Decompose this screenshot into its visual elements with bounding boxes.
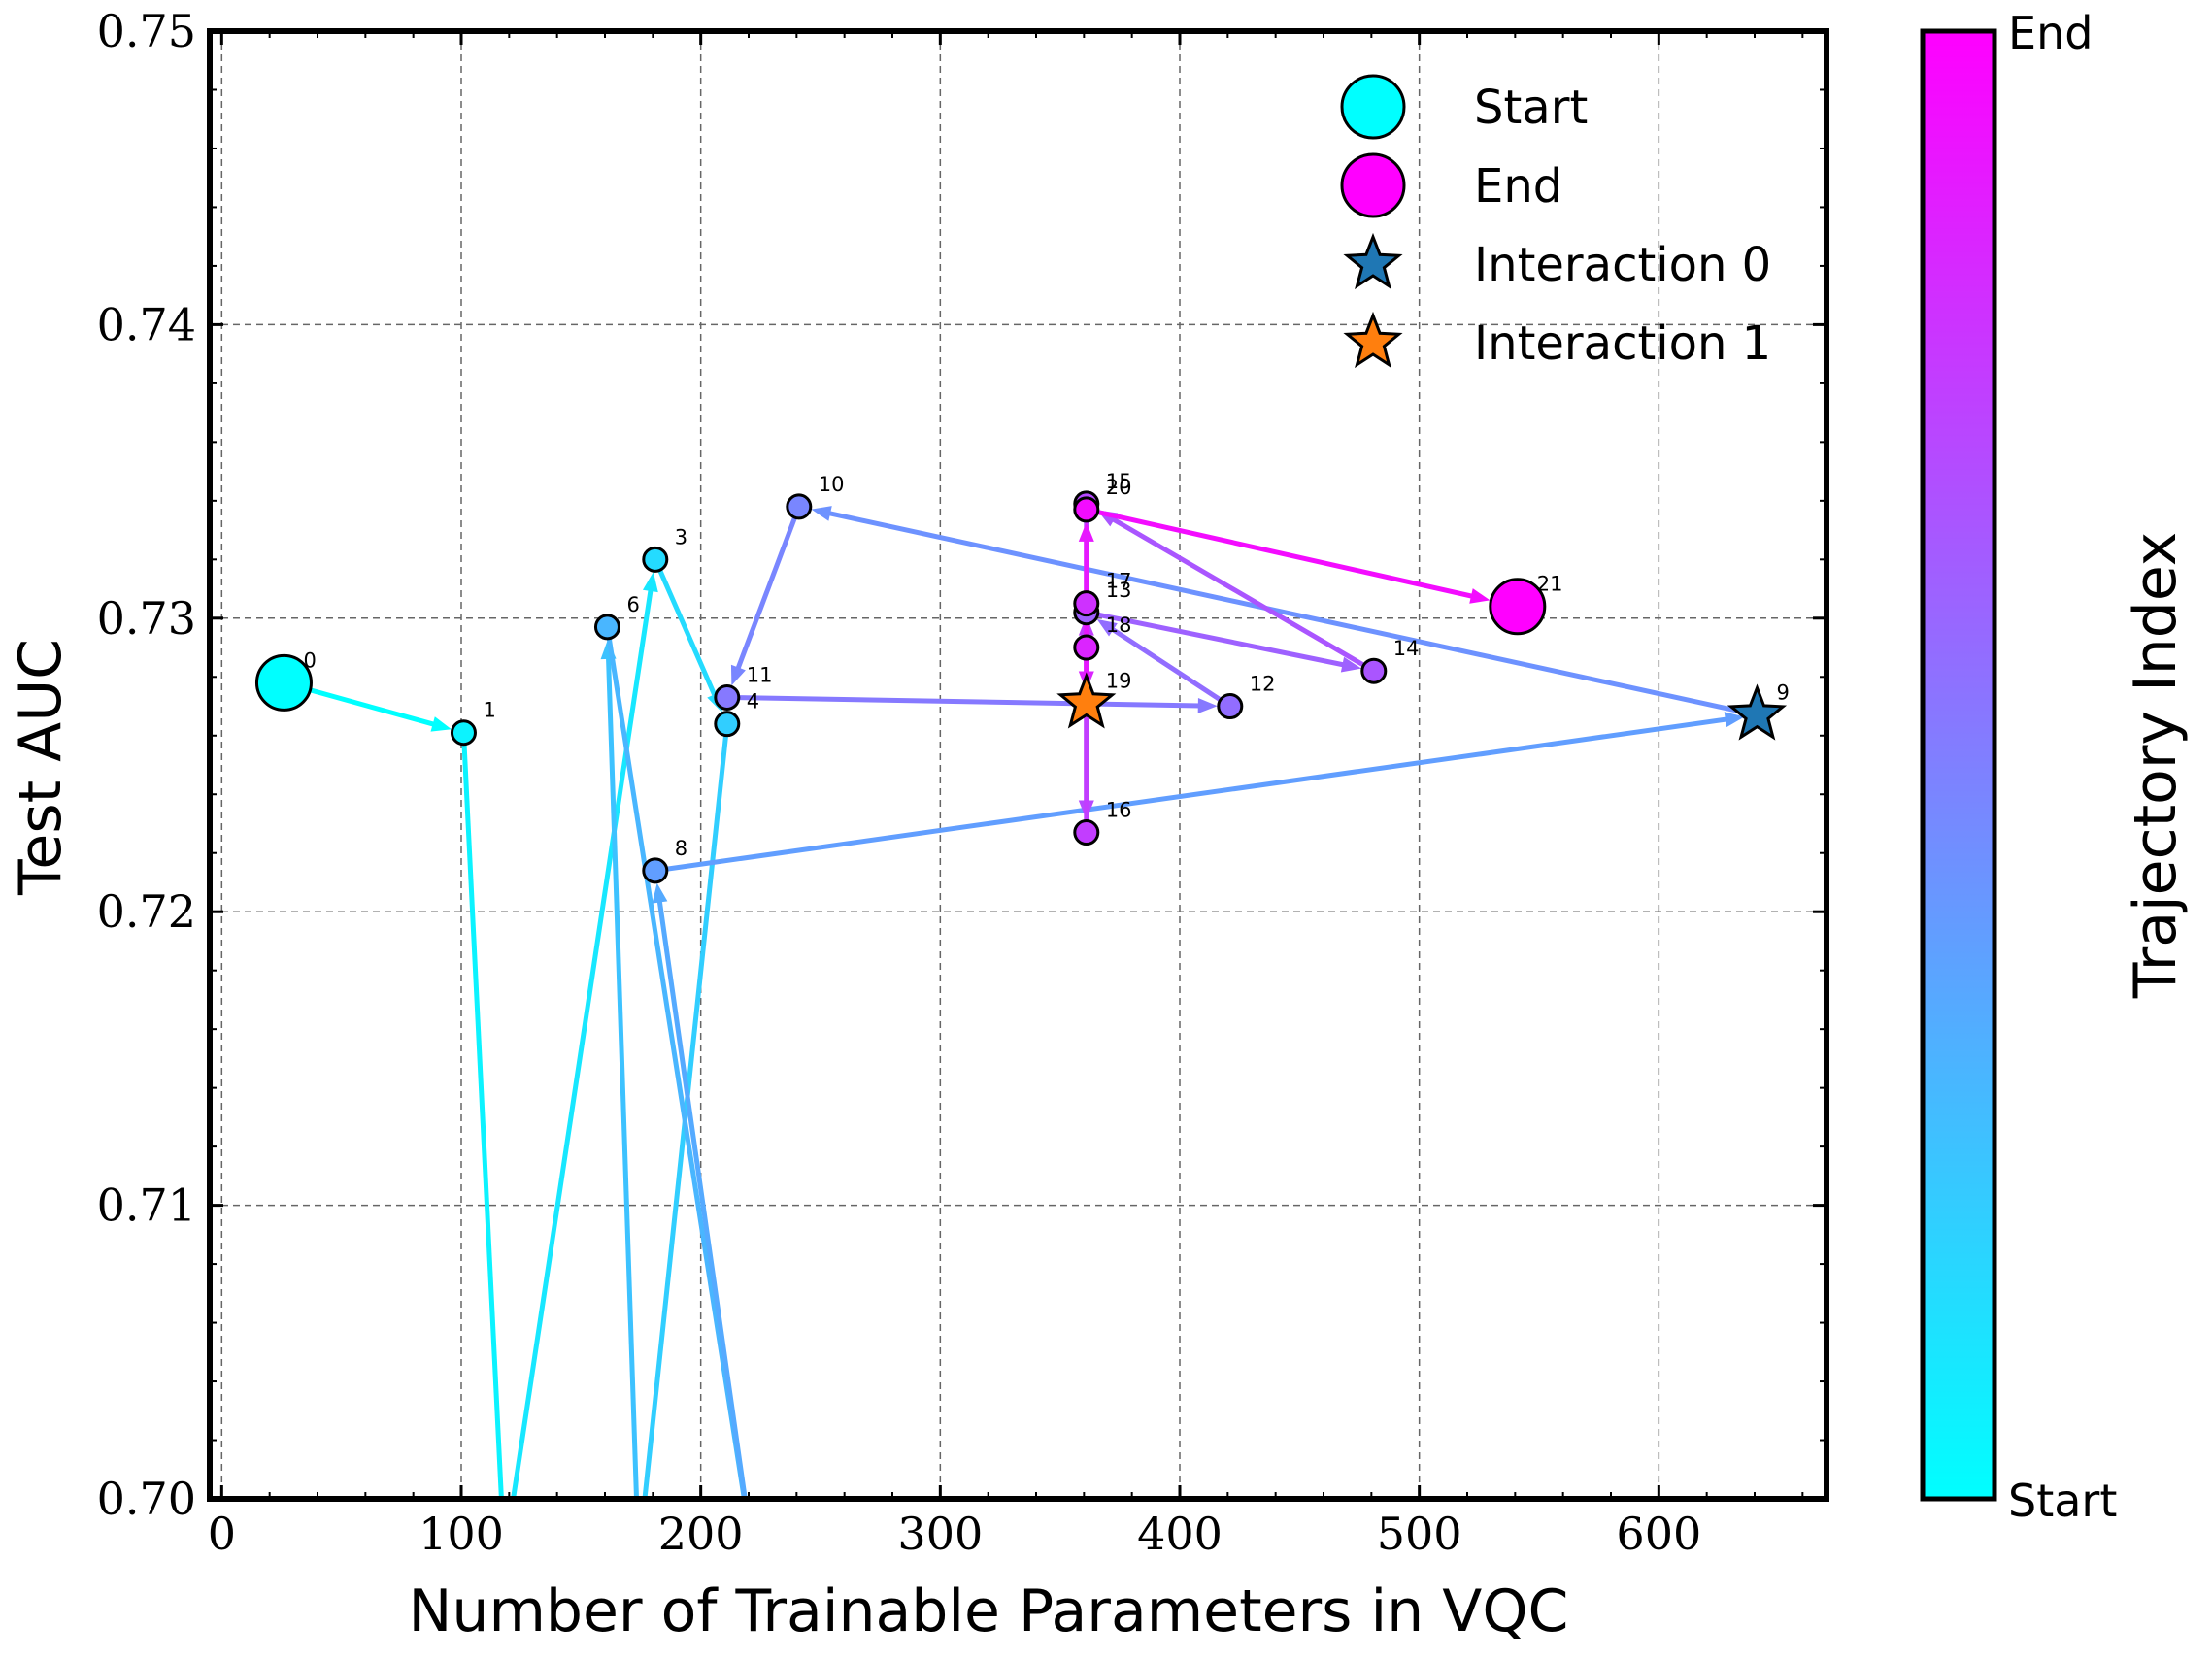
- axis-ticks: 0 100 200 300 400 500 6000.700.710.720.730.740…: [97, 5, 1827, 1560]
- trajectory-point: [1217, 693, 1244, 720]
- plot-frame: [207, 28, 1829, 1502]
- trajectory-point: [642, 857, 669, 884]
- trajectory-point: [714, 711, 741, 738]
- x-tick-label: 300: [897, 1508, 983, 1560]
- arrow-head: [1096, 618, 1118, 637]
- arrow-head: [634, 1525, 650, 1545]
- arrow-head: [1340, 656, 1362, 673]
- colorbar: [1920, 28, 1997, 1502]
- arrow-head: [652, 882, 668, 904]
- x-tick-label: 100: [419, 1508, 504, 1560]
- x-tick-label: 0: [208, 1508, 236, 1560]
- legend: Start End Interaction 0 Interaction 1: [1340, 74, 1771, 371]
- point-index-label: 18: [1106, 614, 1132, 637]
- colorbar-end-label: End: [2008, 7, 2093, 59]
- trajectory-segment: [460, 732, 504, 1499]
- y-tick-label: 0.73: [97, 592, 196, 645]
- trajectory-point: [593, 614, 620, 641]
- point-index-label: 21: [1537, 573, 1563, 596]
- legend-marker-star: [1343, 232, 1403, 290]
- trajectory-segment: [605, 648, 640, 1499]
- point-index-label: 1: [483, 699, 495, 722]
- trajectory-segment: [655, 892, 748, 1499]
- point-index-label: 8: [675, 837, 687, 860]
- colorbar-title: Trajectory Index: [2122, 532, 2190, 1000]
- point-index-label: 6: [626, 593, 639, 616]
- arrow-head: [811, 506, 832, 521]
- point-index-label: 3: [675, 525, 687, 548]
- arrow-head: [1724, 712, 1745, 728]
- legend-label: Start: [1474, 81, 1588, 135]
- trajectory-segment: [1104, 513, 1376, 674]
- colorbar-start-label: Start: [2008, 1475, 2117, 1527]
- y-tick-label: 0.72: [97, 885, 196, 938]
- trajectory-points: [254, 490, 1788, 884]
- trajectory-segment: [653, 558, 721, 705]
- point-index-label: 19: [1106, 669, 1132, 692]
- trajectory-segment: [511, 581, 654, 1499]
- legend-marker-circle: [1340, 74, 1406, 140]
- y-tick-label: 0.74: [97, 298, 196, 350]
- x-tick-label: 500: [1377, 1508, 1462, 1560]
- trajectory-point: [450, 719, 477, 747]
- trajectory-point: [786, 493, 813, 520]
- trajectory-point: [1073, 496, 1100, 523]
- x-tick-label: 200: [658, 1508, 744, 1560]
- trajectory-point: [254, 653, 313, 712]
- trajectory-segment: [820, 509, 1758, 718]
- trajectory-point: [1073, 590, 1100, 617]
- point-index-label: 20: [1106, 476, 1132, 499]
- point-index-label: 9: [1776, 681, 1789, 705]
- point-index-label: 14: [1393, 637, 1420, 660]
- trajectory-segment: [732, 506, 802, 678]
- trajectory-segment: [1103, 622, 1232, 709]
- x-tick-label: 600: [1616, 1508, 1701, 1560]
- trajectory-point: [642, 546, 669, 573]
- arrow-head: [1469, 588, 1491, 604]
- arrow-head: [430, 716, 452, 732]
- y-tick-label: 0.75: [97, 5, 196, 57]
- trajectory-point: [1489, 578, 1547, 636]
- point-index-label: 16: [1106, 799, 1132, 822]
- y-axis-title: Test AUC: [7, 639, 75, 896]
- legend-label: Interaction 1: [1474, 316, 1771, 371]
- point-index-label: 13: [1106, 579, 1132, 602]
- y-tick-label: 0.71: [97, 1179, 196, 1232]
- legend-marker-circle: [1340, 152, 1406, 218]
- y-tick-label: 0.70: [97, 1473, 196, 1525]
- trajectory-segment: [1086, 610, 1353, 670]
- point-index-label: 0: [303, 648, 316, 672]
- arrow-head: [1197, 697, 1218, 713]
- trajectory-segment: [1086, 507, 1482, 601]
- arrow-head: [642, 572, 658, 593]
- trajectory-segment: [726, 694, 1208, 709]
- trajectory-point: [1360, 657, 1388, 684]
- x-tick-label: 400: [1137, 1508, 1223, 1560]
- arrow-head: [730, 664, 746, 686]
- trajectory-segment: [654, 715, 1736, 874]
- x-axis-title: Number of Trainable Parameters in VQC: [409, 1577, 1569, 1645]
- trajectory-point: [1073, 819, 1100, 846]
- point-index-label: 10: [819, 473, 845, 496]
- trajectory-point: [714, 683, 741, 711]
- legend-marker-star: [1343, 311, 1403, 369]
- point-index-label: 12: [1250, 673, 1276, 696]
- point-index-label: 15: [1106, 470, 1132, 493]
- point-index-label: 4: [747, 690, 759, 713]
- trajectory-point-star: [1056, 672, 1117, 729]
- trajectory-point: [1073, 634, 1100, 661]
- legend-label: Interaction 0: [1474, 238, 1771, 292]
- point-index-label: 17: [1106, 570, 1132, 593]
- trajectory-point-star: [1726, 683, 1788, 741]
- arrow-head: [1078, 521, 1094, 542]
- legend-label: End: [1474, 159, 1562, 214]
- point-index-label: 11: [747, 663, 773, 686]
- trajectory-arrows: [283, 503, 1758, 1545]
